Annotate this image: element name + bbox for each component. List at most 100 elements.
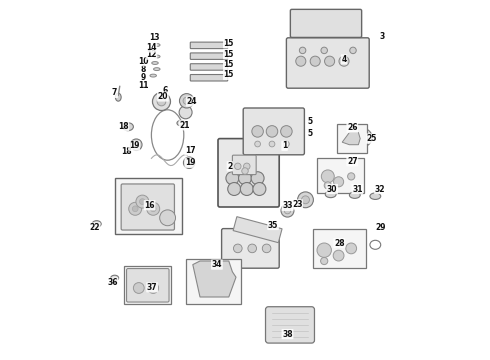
Ellipse shape	[122, 123, 133, 131]
Text: 5: 5	[307, 117, 312, 126]
Text: 32: 32	[375, 185, 385, 194]
Circle shape	[284, 207, 291, 214]
Text: 37: 37	[147, 283, 157, 292]
Ellipse shape	[349, 192, 360, 198]
Text: 2: 2	[227, 162, 233, 171]
Text: 12: 12	[146, 50, 157, 59]
Bar	[116, 178, 182, 234]
Circle shape	[266, 126, 278, 137]
FancyBboxPatch shape	[121, 184, 174, 230]
Text: 24: 24	[187, 97, 197, 106]
FancyBboxPatch shape	[232, 155, 256, 175]
Circle shape	[321, 47, 327, 54]
Text: 15: 15	[223, 50, 234, 59]
Text: 20: 20	[158, 92, 168, 101]
Circle shape	[133, 283, 144, 293]
Bar	[317, 158, 364, 193]
Ellipse shape	[370, 193, 381, 199]
Circle shape	[324, 56, 335, 66]
Circle shape	[317, 243, 331, 257]
Circle shape	[226, 172, 239, 185]
Bar	[337, 124, 368, 153]
Text: 10: 10	[138, 57, 149, 66]
Ellipse shape	[92, 221, 101, 227]
Text: 36: 36	[107, 278, 118, 287]
Text: 28: 28	[334, 239, 344, 248]
Circle shape	[350, 47, 356, 54]
Circle shape	[129, 202, 142, 215]
Circle shape	[152, 93, 171, 111]
Bar	[124, 266, 171, 304]
Ellipse shape	[111, 275, 119, 281]
Text: 13: 13	[149, 33, 160, 42]
Text: 15: 15	[223, 39, 234, 48]
Text: 3: 3	[380, 32, 385, 41]
Circle shape	[240, 183, 253, 195]
Text: 9: 9	[141, 73, 146, 82]
Text: 5: 5	[307, 130, 312, 139]
FancyBboxPatch shape	[243, 108, 304, 155]
Ellipse shape	[152, 62, 158, 64]
FancyBboxPatch shape	[218, 139, 279, 207]
Text: 4: 4	[342, 55, 346, 64]
Circle shape	[148, 283, 159, 293]
Text: 21: 21	[179, 121, 190, 130]
Circle shape	[132, 206, 138, 212]
Ellipse shape	[153, 44, 160, 46]
Circle shape	[281, 204, 294, 217]
Polygon shape	[193, 261, 236, 297]
Circle shape	[334, 177, 343, 187]
Text: 30: 30	[327, 185, 338, 194]
Circle shape	[346, 243, 357, 254]
Circle shape	[160, 210, 175, 226]
Ellipse shape	[325, 191, 336, 198]
Text: 14: 14	[146, 43, 157, 52]
Text: 23: 23	[292, 200, 302, 209]
Text: 15: 15	[223, 60, 234, 69]
Ellipse shape	[150, 50, 156, 53]
Polygon shape	[342, 132, 360, 145]
Text: 33: 33	[282, 202, 293, 210]
Ellipse shape	[177, 121, 185, 126]
FancyBboxPatch shape	[126, 269, 169, 302]
Circle shape	[233, 244, 242, 253]
Ellipse shape	[150, 74, 156, 77]
Bar	[314, 229, 366, 268]
Circle shape	[136, 195, 149, 208]
Circle shape	[150, 206, 156, 212]
Text: 38: 38	[282, 330, 293, 338]
Text: 11: 11	[138, 81, 149, 90]
Circle shape	[321, 170, 334, 183]
Circle shape	[183, 97, 190, 104]
Circle shape	[255, 141, 261, 147]
Text: 22: 22	[89, 223, 100, 232]
Circle shape	[183, 157, 195, 168]
Circle shape	[157, 97, 166, 106]
Text: 27: 27	[347, 157, 358, 166]
Circle shape	[354, 129, 372, 147]
Text: 16: 16	[145, 201, 155, 210]
Circle shape	[324, 182, 331, 189]
Circle shape	[333, 250, 344, 261]
Text: 26: 26	[347, 123, 358, 132]
Circle shape	[320, 257, 328, 265]
Text: 17: 17	[185, 146, 196, 155]
Circle shape	[281, 126, 292, 137]
Circle shape	[284, 141, 289, 147]
Circle shape	[239, 172, 251, 185]
Circle shape	[244, 163, 250, 170]
Circle shape	[179, 94, 194, 108]
Text: 6: 6	[163, 86, 168, 95]
Polygon shape	[233, 217, 282, 243]
Circle shape	[297, 192, 314, 208]
FancyBboxPatch shape	[190, 64, 228, 70]
FancyBboxPatch shape	[221, 229, 279, 268]
Text: 25: 25	[367, 134, 377, 143]
FancyBboxPatch shape	[190, 42, 228, 49]
Circle shape	[347, 173, 355, 180]
Text: 1: 1	[282, 141, 287, 150]
Circle shape	[269, 141, 275, 147]
Text: 19: 19	[185, 158, 196, 167]
Circle shape	[140, 199, 145, 204]
FancyBboxPatch shape	[286, 38, 369, 88]
